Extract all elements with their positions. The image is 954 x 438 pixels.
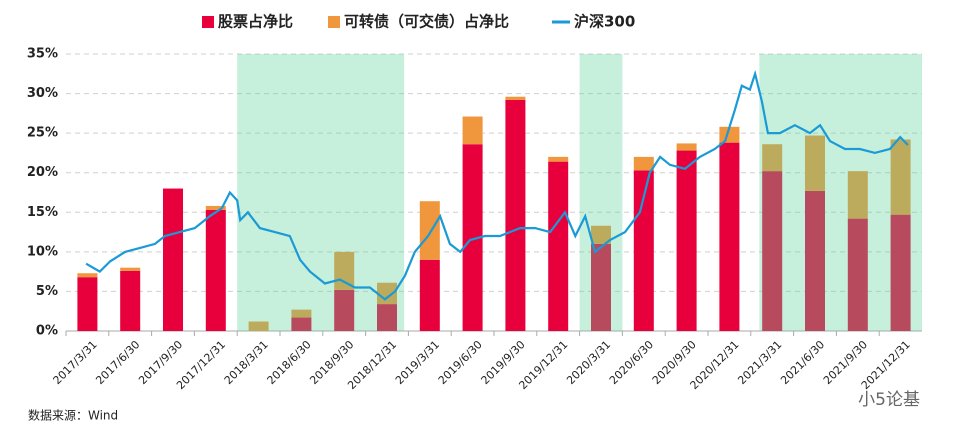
bar-segment bbox=[591, 243, 611, 331]
x-tick-label: 2018/3/31 bbox=[222, 338, 271, 387]
bar-segment bbox=[291, 309, 312, 318]
bar-segment bbox=[548, 161, 569, 331]
bar-segment bbox=[462, 144, 483, 331]
y-tick-label: 30% bbox=[27, 86, 58, 101]
bar-segment bbox=[805, 135, 825, 191]
x-tick-label: 2021/3/31 bbox=[735, 338, 784, 387]
bar-segment bbox=[890, 214, 911, 331]
x-tick-label: 2019/6/30 bbox=[436, 338, 485, 387]
legend-label: 股票占净比 bbox=[218, 13, 293, 31]
bar-segment bbox=[762, 171, 783, 331]
x-tick-label: 2021/6/30 bbox=[778, 338, 827, 387]
x-tick-label: 2020/6/30 bbox=[607, 338, 656, 387]
bar-segment bbox=[248, 321, 269, 331]
x-tick-label: 2017/3/31 bbox=[51, 338, 100, 387]
bar-segment bbox=[120, 267, 141, 271]
bar-segment bbox=[205, 205, 226, 210]
bar-segment bbox=[719, 142, 740, 331]
bar-segment bbox=[676, 143, 697, 151]
bar-segment bbox=[762, 144, 783, 172]
bar-segment bbox=[847, 218, 868, 331]
y-tick-label: 10% bbox=[27, 244, 58, 259]
y-tick-label: 15% bbox=[27, 205, 58, 220]
y-tick-label: 20% bbox=[27, 165, 58, 180]
bar-segment bbox=[205, 209, 226, 331]
bar-segment bbox=[377, 282, 397, 305]
legend-label: 沪深300 bbox=[574, 13, 635, 31]
y-tick-label: 25% bbox=[27, 126, 58, 141]
bar-segment bbox=[334, 289, 355, 331]
bar-segment bbox=[719, 126, 740, 143]
x-tick-label: 2020/3/31 bbox=[564, 338, 613, 387]
legend-marker bbox=[328, 16, 340, 28]
bar-segment bbox=[847, 171, 868, 219]
bar-segment bbox=[120, 270, 141, 331]
bar-segment bbox=[462, 116, 483, 145]
y-tick-label: 0% bbox=[36, 324, 58, 339]
bar-segment bbox=[505, 96, 526, 100]
bar-segment bbox=[591, 225, 611, 244]
x-tick-label: 2019/3/31 bbox=[393, 338, 442, 387]
bar-segment bbox=[419, 201, 440, 260]
shaded-period bbox=[237, 54, 405, 331]
source-note: 数据来源：Wind bbox=[28, 408, 118, 423]
bar-segment bbox=[291, 317, 312, 331]
bar-segment bbox=[890, 139, 911, 215]
bar-segment bbox=[633, 156, 654, 171]
bar-segment bbox=[805, 190, 825, 331]
bar-segment bbox=[77, 277, 98, 331]
bar-segment bbox=[77, 273, 98, 278]
bar-segment bbox=[676, 150, 697, 331]
x-tick-label: 2018/6/30 bbox=[265, 338, 314, 387]
bar-segment bbox=[505, 99, 526, 331]
bar-segment bbox=[377, 304, 397, 331]
shaded-period bbox=[759, 54, 922, 331]
legend-label: 可转债（可交债）占净比 bbox=[344, 13, 509, 31]
bar-segment bbox=[163, 188, 183, 331]
bar-segment bbox=[633, 170, 654, 331]
bar-segment bbox=[548, 156, 569, 162]
y-tick-label: 35% bbox=[27, 47, 58, 62]
line-series bbox=[85, 69, 909, 301]
bar-segment bbox=[419, 259, 440, 331]
shaded-period bbox=[579, 54, 623, 331]
y-tick-label: 5% bbox=[36, 284, 58, 299]
legend-marker bbox=[202, 16, 214, 28]
x-tick-label: 2017/6/30 bbox=[93, 338, 142, 387]
watermark: 小5论基 bbox=[858, 390, 920, 410]
